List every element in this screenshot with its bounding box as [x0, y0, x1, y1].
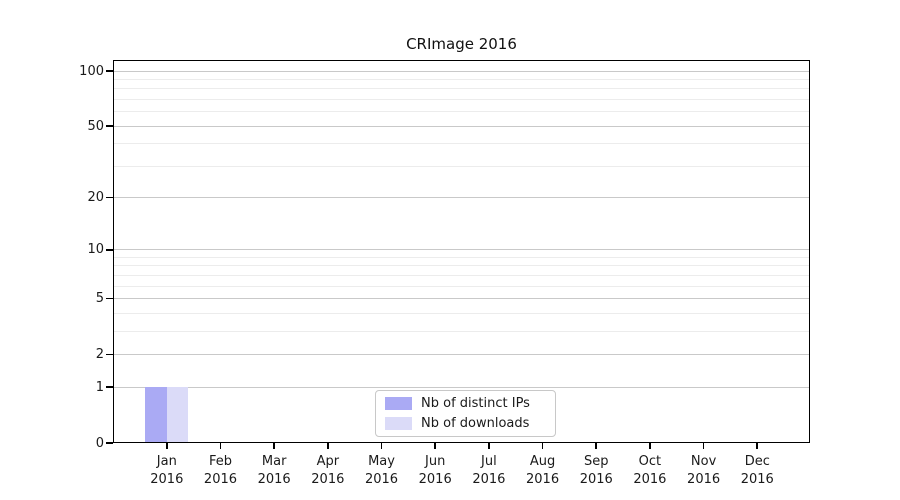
- minor-gridline: [113, 285, 810, 287]
- y-tick-mark: [106, 196, 113, 199]
- x-tick-mark: [327, 443, 329, 449]
- x-tick-mark: [488, 443, 490, 449]
- x-tick-label: Mar 2016: [257, 454, 291, 487]
- y-tick-label: 10: [87, 242, 104, 258]
- major-gridline: [113, 386, 810, 388]
- y-tick-label: 1: [95, 379, 104, 395]
- minor-gridline: [113, 165, 810, 167]
- y-tick-mark: [106, 386, 113, 388]
- x-tick-mark: [595, 443, 598, 449]
- x-tick-label: Jun 2016: [418, 454, 452, 487]
- minor-gridline: [113, 98, 810, 100]
- y-tick-mark: [106, 248, 113, 251]
- minor-gridline: [113, 256, 810, 258]
- y-tick-label: 2: [95, 346, 104, 362]
- minor-gridline: [113, 312, 810, 314]
- x-tick-label: Aug 2016: [526, 454, 560, 487]
- x-tick-label: Nov 2016: [687, 454, 721, 487]
- x-tick-mark: [166, 443, 168, 449]
- x-tick-mark: [541, 443, 544, 449]
- y-tick-mark: [106, 353, 113, 356]
- minor-gridline: [113, 265, 810, 267]
- x-tick-label: Oct 2016: [633, 454, 667, 487]
- x-tick-label: Dec 2016: [740, 454, 774, 487]
- y-tick-label: 100: [79, 63, 104, 79]
- y-tick-mark: [106, 125, 113, 127]
- legend: Nb of distinct IPs Nb of downloads: [375, 390, 556, 437]
- x-tick-mark: [756, 443, 759, 449]
- y-tick-label: 20: [87, 190, 104, 206]
- x-tick-mark: [273, 443, 275, 449]
- y-tick-mark: [106, 442, 113, 444]
- legend-swatch-distinct-ips: [385, 397, 412, 410]
- major-gridline: [113, 353, 810, 355]
- x-tick-label: Feb 2016: [203, 454, 238, 487]
- minor-gridline: [113, 78, 810, 80]
- minor-gridline: [113, 143, 810, 145]
- x-tick-label: May 2016: [364, 454, 399, 487]
- major-gridline: [113, 249, 810, 251]
- legend-item-downloads: Nb of downloads: [385, 415, 555, 432]
- chart-title: CRImage 2016: [406, 35, 517, 53]
- major-gridline: [113, 70, 810, 72]
- x-tick-mark: [702, 443, 705, 449]
- minor-gridline: [113, 88, 810, 90]
- legend-swatch-downloads: [385, 417, 412, 430]
- y-tick-label: 50: [87, 118, 104, 134]
- x-tick-mark: [380, 443, 383, 449]
- legend-label-downloads: Nb of downloads: [421, 416, 530, 431]
- major-gridline: [113, 197, 810, 199]
- y-tick-mark: [106, 297, 113, 300]
- major-gridline: [113, 125, 810, 127]
- y-tick-label: 0: [95, 435, 104, 451]
- legend-label-distinct-ips: Nb of distinct IPs: [421, 396, 530, 411]
- bar-downloads-jan: [166, 387, 189, 443]
- y-tick-label: 5: [95, 291, 104, 307]
- x-tick-label: Jan 2016: [150, 454, 184, 487]
- x-tick-label: Apr 2016: [311, 454, 345, 487]
- legend-item-distinct-ips: Nb of distinct IPs: [385, 395, 555, 412]
- x-tick-mark: [219, 443, 222, 449]
- minor-gridline: [113, 111, 810, 113]
- major-gridline: [113, 298, 810, 300]
- x-tick-mark: [434, 443, 436, 449]
- bar-distinct-ips-jan: [145, 387, 167, 443]
- minor-gridline: [113, 274, 810, 276]
- x-tick-label: Jul 2016: [472, 454, 506, 487]
- x-tick-label: Sep 2016: [579, 454, 613, 487]
- plot-area: [113, 60, 810, 443]
- x-tick-mark: [649, 443, 651, 449]
- minor-gridline: [113, 330, 810, 332]
- y-tick-mark: [106, 70, 113, 72]
